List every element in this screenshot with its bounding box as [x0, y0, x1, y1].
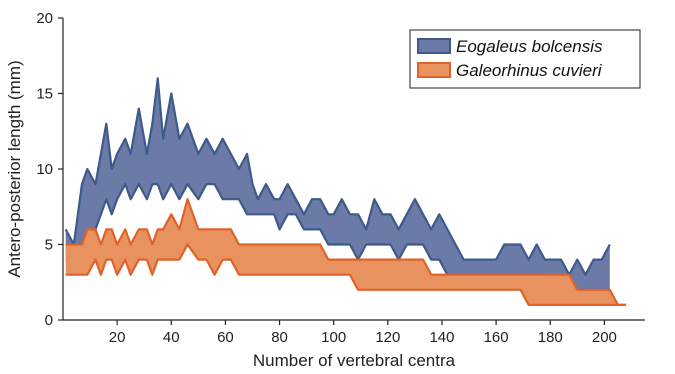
series-lower-line — [65, 243, 627, 306]
y-axis-title: Antero-posterior length (mm) — [5, 60, 24, 277]
series-2 — [65, 198, 627, 306]
x-tick-label: 20 — [109, 329, 126, 346]
legend-swatch — [417, 62, 451, 78]
y-ticks: 0 5 10 15 20 — [36, 10, 63, 329]
plot-area — [64, 77, 627, 306]
x-tick-label: 40 — [163, 329, 180, 346]
series-band — [65, 199, 627, 305]
series-upper-line — [64, 77, 611, 276]
x-tick-label: 180 — [538, 329, 563, 346]
y-tick-label: 15 — [36, 86, 53, 103]
x-tick-label: 160 — [484, 329, 509, 346]
x-ticks: 20 40 60 80 100 120 140 160 180 200 — [109, 320, 617, 346]
legend-item: Eogaleus bolcensis — [417, 37, 603, 56]
x-axis-title: Number of vertebral centra — [253, 351, 456, 370]
legend-label: Eogaleus bolcensis — [456, 37, 603, 56]
legend-item: Galeorhinus cuvieri — [417, 61, 603, 80]
x-tick-label: 80 — [271, 329, 288, 346]
series-band — [65, 78, 610, 290]
y-tick-label: 10 — [36, 161, 53, 178]
x-tick-label: 120 — [375, 329, 400, 346]
y-tick-label: 0 — [45, 312, 53, 329]
y-tick-label: 5 — [45, 237, 53, 254]
x-tick-label: 200 — [592, 329, 617, 346]
x-tick-label: 140 — [429, 329, 454, 346]
x-tick-label: 100 — [321, 329, 346, 346]
x-tick-label: 60 — [217, 329, 234, 346]
legend: Eogaleus bolcensis Galeorhinus cuvieri — [409, 29, 641, 89]
legend-box — [409, 29, 641, 89]
legend-label: Galeorhinus cuvieri — [456, 61, 603, 80]
legend-swatch — [417, 38, 451, 54]
y-tick-label: 20 — [36, 10, 53, 27]
series-upper-line — [65, 198, 627, 306]
